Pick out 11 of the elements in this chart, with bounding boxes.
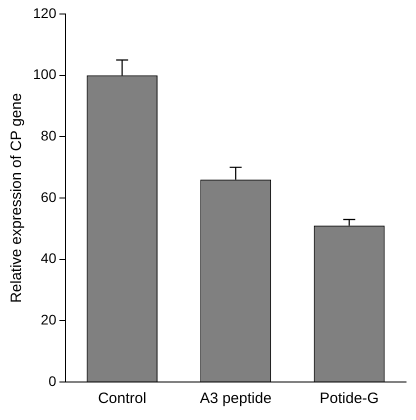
x-tick-label: A3 peptide xyxy=(200,390,272,408)
y-tick-label: 20 xyxy=(40,312,57,328)
y-tick-label: 80 xyxy=(40,128,57,144)
y-tick-label: 60 xyxy=(40,188,57,205)
y-axis-title: Relative expression of CP gene xyxy=(8,93,26,303)
y-tick-label: 100 xyxy=(33,66,57,82)
y-tick-label: 0 xyxy=(48,372,57,389)
x-tick-label: Control xyxy=(98,390,146,408)
x-tick-label: Potide-G xyxy=(320,390,379,408)
y-tick-label: 120 xyxy=(33,4,57,21)
y-tick-label: 40 xyxy=(40,250,57,266)
